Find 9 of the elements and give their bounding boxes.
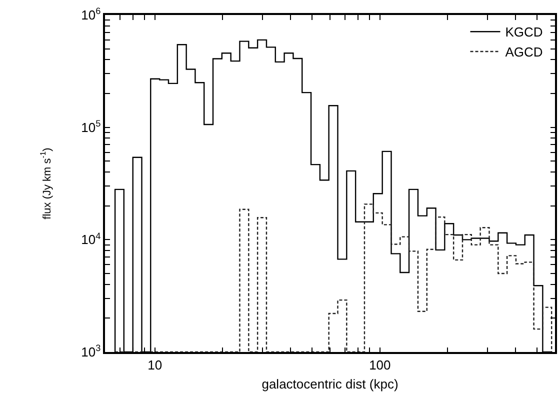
y-tick-label: 10$^{4}$	[81, 230, 101, 248]
legend-label: AGCD	[505, 44, 543, 60]
y-tick-label: 10$^{5}$	[81, 118, 101, 135]
x-tick-label: 10	[148, 357, 162, 372]
y-tick-label: 10$^{6}$	[81, 6, 101, 23]
y-tick-label: 10$^{3}$	[81, 343, 101, 360]
x-axis-title: galactocentric dist (kpc)	[262, 376, 398, 392]
legend-label: KGCD	[505, 24, 543, 40]
x-tick-label: 100	[369, 357, 391, 372]
